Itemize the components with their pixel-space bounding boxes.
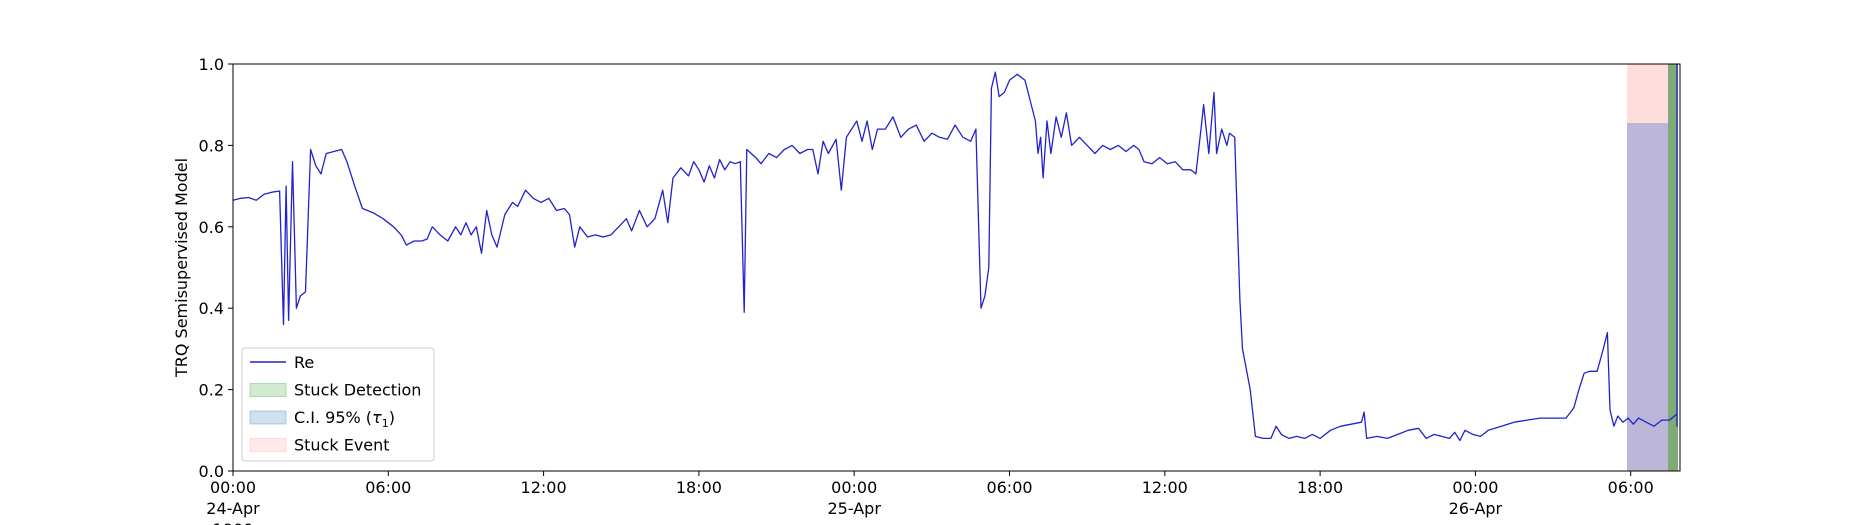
legend-swatch-patch: [249, 438, 287, 452]
y-tick-label: 0.2: [199, 381, 224, 400]
x-tick-label: 06:00: [986, 478, 1032, 497]
x-tick-label: 06:00: [1608, 478, 1654, 497]
x-tick-label: 18:00: [1297, 478, 1343, 497]
legend-label: Stuck Event: [294, 436, 390, 455]
legend-box: [241, 347, 435, 462]
y-tick-label: 0.4: [199, 299, 224, 318]
x-tick-date: 24-Apr: [206, 499, 260, 518]
x-tick-label: 06:00: [365, 478, 411, 497]
y-axis-label: TRQ Semisupervised Model: [172, 158, 191, 378]
x-tick-label: 00:00: [1452, 478, 1498, 497]
x-axis: 00:00 24-Apr 1900 06:00 12:00 18:00 00:00 25-Ap…: [206, 471, 1654, 525]
legend-label: Stuck Detection: [294, 381, 421, 400]
legend-swatch-patch: [249, 410, 287, 425]
x-tick-label: 00:00: [831, 478, 877, 497]
legend-label: Re: [294, 353, 314, 372]
x-tick-year: 1900: [213, 520, 254, 525]
y-tick-label: 0.8: [199, 136, 224, 155]
series-re-line: [232, 64, 1678, 442]
legend-swatch-patch: [249, 383, 287, 397]
region-ci-95: [1627, 123, 1668, 471]
x-tick-label: 00:00: [210, 478, 256, 497]
region-stuck-detection: [1668, 64, 1678, 471]
y-tick-label: 0.0: [199, 462, 224, 481]
y-axis: 0.0 0.2 0.4 0.6 0.8 1.0: [199, 55, 233, 481]
x-tick-label: 12:00: [1142, 478, 1188, 497]
x-tick-label: 18:00: [676, 478, 722, 497]
plot-background: [233, 64, 1680, 471]
y-tick-label: 1.0: [199, 55, 224, 74]
y-tick-label: 0.6: [199, 218, 224, 237]
x-tick-date: 26-Apr: [1449, 499, 1503, 518]
plot-area: [232, 63, 1681, 472]
legend-label: C.I. 95% (τ1): [294, 408, 395, 430]
plot-frame: [232, 63, 1681, 472]
shaded-regions: [1627, 64, 1678, 471]
legend: Re Stuck Detection C.I. 95% (τ1) Stuck Even…: [241, 347, 435, 462]
x-tick-label: 12:00: [521, 478, 567, 497]
x-tick-date: 25-Apr: [827, 499, 881, 518]
